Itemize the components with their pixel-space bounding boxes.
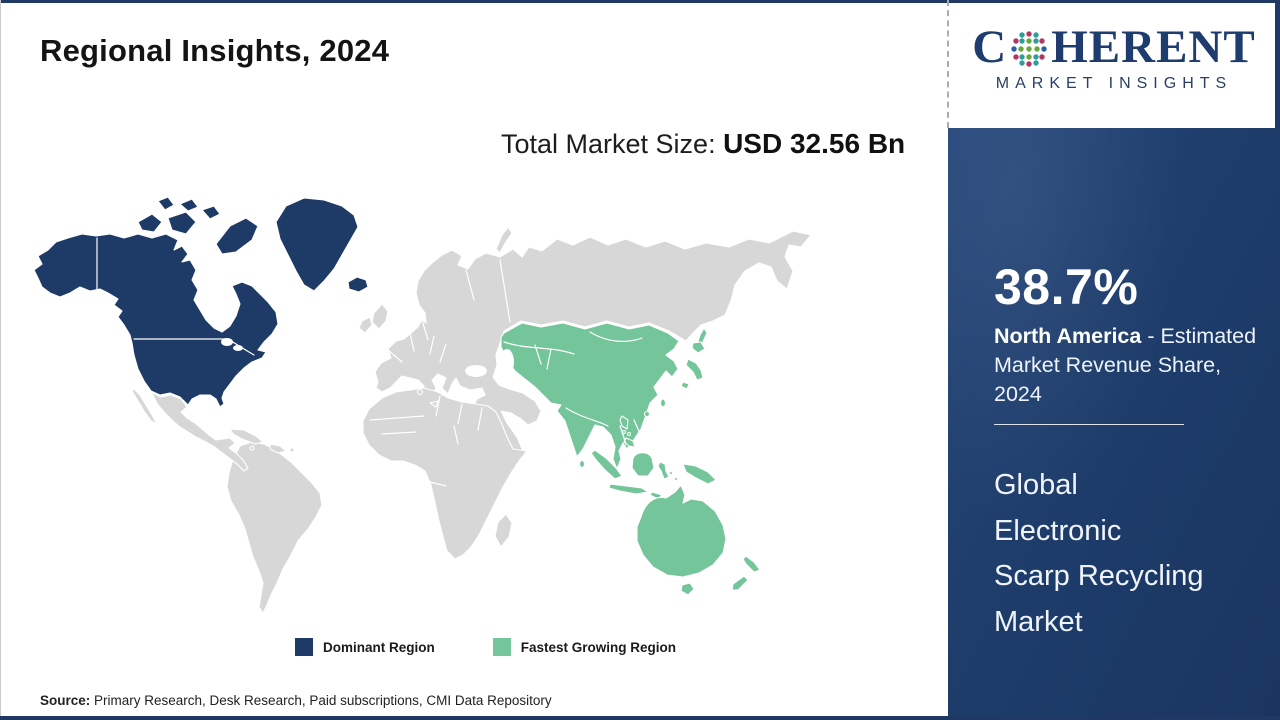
- map-nz-south-island: [731, 575, 749, 591]
- legend-item-dominant: Dominant Region: [295, 638, 435, 656]
- map-cuba: [229, 428, 264, 445]
- map-mexico-central-america: [150, 391, 249, 472]
- source-label: Source:: [40, 693, 91, 708]
- total-market-size: Total Market Size: USD 32.56 Bn: [501, 124, 913, 164]
- map-ireland: [358, 316, 373, 334]
- map-uk: [371, 303, 389, 330]
- map-region-asia-pacific: [500, 322, 761, 596]
- map-arctic-island: [201, 205, 221, 220]
- map-puerto-rico: [289, 447, 295, 453]
- map-sicily: [429, 400, 439, 408]
- map-hainan: [643, 410, 651, 418]
- map-philippine-island: [626, 431, 632, 437]
- world-map-svg: [33, 196, 812, 614]
- brand-letters-herent: HERENT: [1051, 21, 1256, 73]
- page-border-left: [0, 0, 1, 720]
- stat-desc-text: - Estimated Market Revenue Share, 2024: [994, 324, 1257, 406]
- map-novaya-zemlya: [495, 226, 513, 254]
- map-africa: [362, 387, 528, 560]
- map-asia-mainland: [500, 322, 680, 470]
- map-caspian-sea: [500, 349, 514, 375]
- legend-label-fastest-growing: Fastest Growing Region: [520, 639, 677, 655]
- map-australia: [636, 484, 727, 578]
- market-name: Global Electronic Scarp Recycling Market: [994, 469, 1204, 638]
- map-baffin-island: [215, 217, 259, 255]
- stat-region-name: North America: [994, 324, 1142, 348]
- map-taiwan: [659, 398, 667, 408]
- map-hokkaido: [691, 341, 706, 354]
- source-line: Source: Primary Research, Desk Research,…: [40, 693, 552, 708]
- total-market-size-label: Total Market Size:: [501, 129, 724, 159]
- map-kyushu: [680, 381, 690, 390]
- brand-logo: C HERENT MARKET INSIGHTS: [956, 24, 1272, 93]
- page-title: Regional Insights, 2024: [40, 33, 390, 68]
- map-sulawesi: [657, 461, 670, 480]
- brand-letter-c: C: [972, 21, 1008, 73]
- page-border-top: [0, 0, 1280, 3]
- map-iceland: [347, 276, 369, 293]
- map-south-america: [226, 441, 323, 614]
- map-north-america-mainland: [33, 233, 279, 408]
- brand-subtitle: MARKET INSIGHTS: [995, 75, 1233, 92]
- panel-divider: [994, 424, 1184, 425]
- map-mindanao: [623, 437, 636, 448]
- map-java: [608, 483, 649, 495]
- map-borneo: [631, 452, 655, 477]
- map-arctic-island: [137, 213, 163, 233]
- dotted-globe-icon: [1011, 30, 1047, 67]
- world-map: [30, 192, 830, 622]
- legend-label-dominant: Dominant Region: [323, 639, 435, 655]
- map-region-north-america: [33, 196, 369, 408]
- map-hispaniola: [269, 443, 287, 454]
- map-country-borders: [96, 237, 643, 487]
- map-madagascar: [494, 513, 513, 548]
- map-moluccas: [673, 476, 679, 482]
- stat-description: North America - Estimated Market Revenue…: [994, 322, 1272, 409]
- source-text: Primary Research, Desk Research, Paid su…: [90, 693, 552, 708]
- map-nz-north-island: [742, 555, 761, 573]
- map-honshu: [685, 358, 704, 381]
- legend-swatch-fastest-growing: [492, 638, 511, 656]
- map-region-rest-of-world: [131, 226, 812, 614]
- map-sri-lanka: [578, 459, 586, 469]
- stat-value: 38.7%: [994, 259, 1139, 315]
- map-arctic-island: [157, 196, 175, 211]
- dashed-divider: [947, 0, 949, 128]
- map-water-and-borders: [96, 237, 643, 487]
- page-border-bottom: [0, 716, 1280, 720]
- map-black-sea: [465, 365, 487, 377]
- legend-swatch-dominant: [295, 638, 313, 656]
- map-sumatra: [590, 449, 623, 480]
- map-arctic-island: [179, 198, 199, 212]
- map-legend: Dominant Region Fastest Growing Region: [295, 638, 676, 656]
- map-sardinia: [416, 388, 424, 396]
- map-moluccas: [668, 470, 674, 476]
- map-new-guinea: [682, 463, 717, 485]
- total-market-size-value: USD 32.56 Bn: [723, 128, 906, 159]
- legend-item-fastest-growing: Fastest Growing Region: [492, 638, 677, 656]
- map-greenland: [275, 197, 359, 292]
- map-baja: [131, 388, 158, 425]
- brand-wordmark: C HERENT: [956, 24, 1272, 71]
- map-luzon: [619, 415, 629, 430]
- map-tasmania: [680, 582, 695, 596]
- side-panel: 38.7% North America - Estimated Market R…: [948, 128, 1280, 716]
- map-jamaica: [249, 445, 255, 451]
- map-arctic-island: [167, 211, 197, 235]
